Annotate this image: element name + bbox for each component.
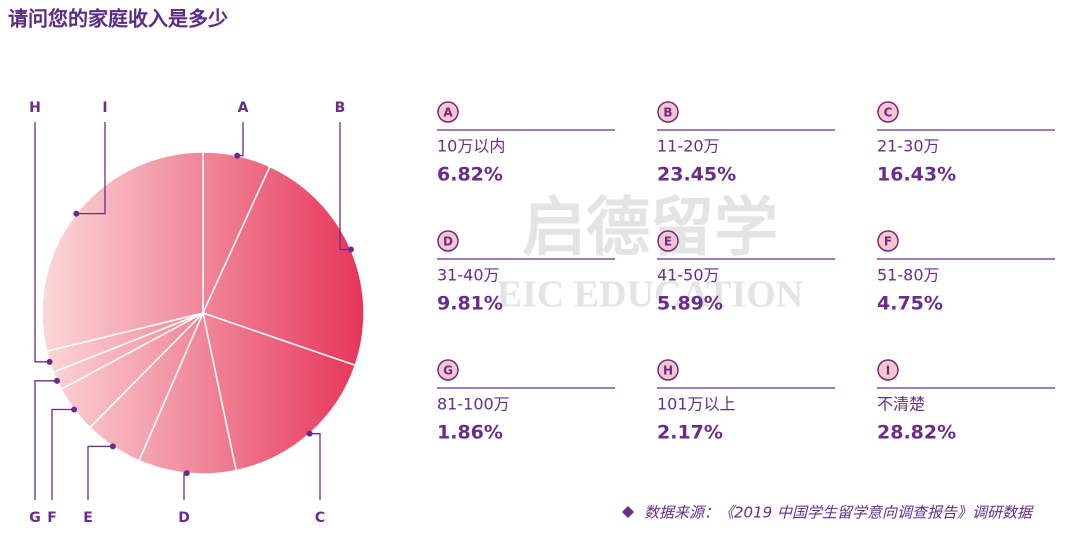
- legend-badge: [657, 101, 679, 123]
- legend-badge: [437, 359, 459, 381]
- legend-value: 1.86%: [437, 422, 503, 444]
- legend-value: 5.89%: [657, 293, 723, 315]
- source-icon: [622, 506, 634, 518]
- slice-label: F: [47, 510, 57, 526]
- legend-value: 4.75%: [877, 293, 943, 315]
- legend-value: 23.45%: [657, 164, 736, 186]
- legend-letter: D: [443, 235, 453, 249]
- legend-letter: I: [886, 364, 890, 378]
- legend-value: 28.82%: [877, 422, 956, 444]
- leader-line: [87, 445, 113, 500]
- leader-line: [183, 472, 187, 500]
- legend-letter: G: [443, 364, 453, 378]
- legend-badge: [657, 230, 679, 252]
- leader-dot: [347, 246, 354, 253]
- leader-dot: [183, 470, 190, 477]
- slice-label: A: [238, 100, 249, 116]
- legend-badge: [877, 359, 899, 381]
- legend-desc: 41-50万: [657, 266, 720, 285]
- legend-desc: 11-20万: [657, 137, 720, 156]
- legend-desc: 21-30万: [877, 137, 940, 156]
- slice-label: D: [178, 510, 190, 526]
- leader-line: [237, 122, 244, 157]
- slice-label: G: [29, 510, 41, 526]
- slice-label: H: [29, 100, 41, 116]
- slice-label: E: [83, 510, 93, 526]
- leader-line: [34, 380, 57, 500]
- slice-label: B: [335, 100, 346, 116]
- slice-label: C: [315, 510, 325, 526]
- leader-dot: [53, 377, 60, 384]
- legend-letter: C: [884, 106, 893, 120]
- legend-desc: 10万以内: [437, 137, 505, 156]
- legend-badge: [877, 101, 899, 123]
- leader-dot: [234, 152, 241, 159]
- legend-value: 2.17%: [657, 422, 723, 444]
- leader-dot: [46, 358, 53, 365]
- legend-badge: [877, 230, 899, 252]
- legend-value: 16.43%: [877, 164, 956, 186]
- legend-letter: H: [663, 364, 673, 378]
- leader-dot: [71, 406, 78, 413]
- legend-value: 9.81%: [437, 293, 503, 315]
- legend-desc: 31-40万: [437, 266, 500, 285]
- leader-line: [309, 433, 321, 500]
- leader-dot: [73, 210, 80, 217]
- legend-desc: 51-80万: [877, 266, 940, 285]
- leader-line: [34, 122, 50, 363]
- legend-desc: 101万以上: [657, 395, 736, 414]
- leader-line: [51, 408, 75, 500]
- legend-letter: F: [884, 235, 892, 249]
- leader-line: [339, 122, 351, 251]
- legend-letter: A: [443, 106, 453, 120]
- legend-badge: [437, 230, 459, 252]
- chart-title: 请问您的家庭收入是多少: [8, 7, 228, 31]
- leader-line: [76, 122, 106, 215]
- legend-letter: B: [663, 106, 672, 120]
- source-note: 数据来源：《2019 中国学生留学意向调查报告》调研数据: [644, 504, 1034, 522]
- leader-dot: [109, 443, 116, 450]
- legend-desc: 不清楚: [877, 395, 925, 414]
- legend-value: 6.82%: [437, 164, 503, 186]
- legend-badge: [657, 359, 679, 381]
- slice-label: I: [102, 100, 107, 116]
- watermark-en: EIC EDUCATION: [497, 274, 804, 316]
- legend-letter: E: [664, 235, 672, 249]
- legend-badge: [437, 101, 459, 123]
- watermark-cn: 启德留学: [522, 192, 778, 266]
- leader-dot: [306, 430, 313, 437]
- legend-desc: 81-100万: [437, 395, 510, 414]
